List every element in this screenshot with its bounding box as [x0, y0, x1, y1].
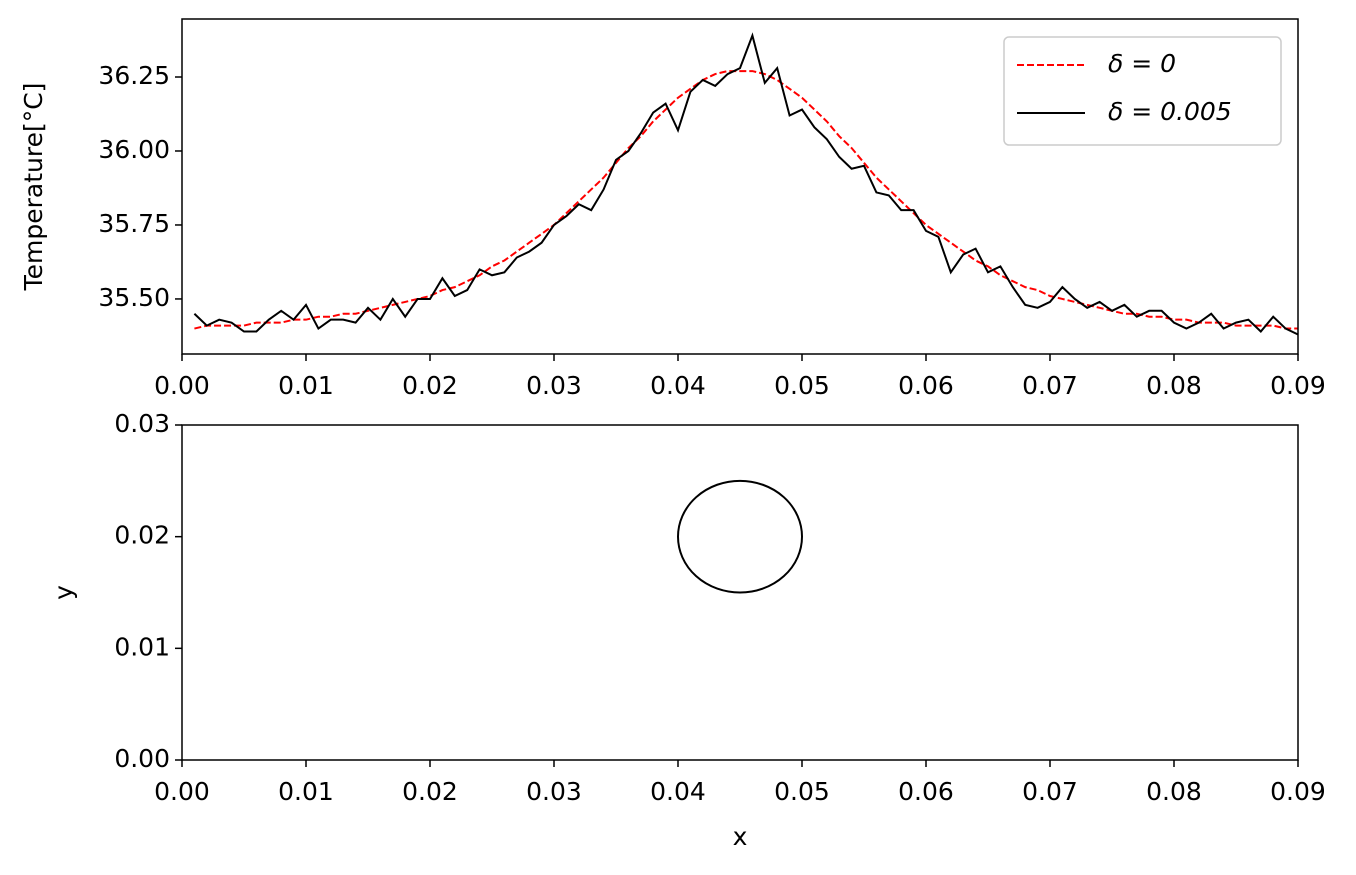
axes-frame — [181, 18, 1299, 355]
x-tick-label: 0.07 — [1022, 777, 1078, 806]
y-tick-label: 0.02 — [114, 521, 170, 550]
x-tick-label: 0.04 — [650, 777, 706, 806]
x-tick-label: 0.04 — [650, 371, 706, 400]
axes-frame — [181, 424, 1299, 761]
x-tick-label: 0.00 — [154, 777, 210, 806]
x-tick-label: 0.09 — [1270, 371, 1326, 400]
y-tick-label: 36.25 — [98, 61, 170, 90]
y-tick-label: 35.75 — [98, 209, 170, 238]
x-tick-label: 0.01 — [278, 777, 334, 806]
y-axis-label: y — [49, 585, 78, 600]
x-tick-label: 0.05 — [774, 371, 830, 400]
x-axis-label: x — [733, 822, 748, 851]
x-tick-label: 0.02 — [402, 777, 458, 806]
y-tick-label: 35.50 — [98, 283, 170, 312]
axes: 0.00 0.01 0.02 0.03 0.04 0.05 0.06 0.07 0.08 0.09… — [19, 18, 1326, 400]
y-tick-label: 36.00 — [98, 135, 170, 164]
x-tick-label: 0.09 — [1270, 777, 1326, 806]
x-tick-label: 0.06 — [898, 371, 954, 400]
y-axis-label: Temperature[°C] — [19, 83, 48, 292]
x-tick-label: 0.03 — [526, 371, 582, 400]
legend-label: δ = 0 — [1108, 49, 1176, 78]
legend: δ = 0 δ = 0.005 — [1003, 36, 1282, 146]
circle — [677, 479, 803, 594]
x-tick-label: 0.03 — [526, 777, 582, 806]
x-tick-label: 0.01 — [278, 371, 334, 400]
x-tick-label: 0.02 — [402, 371, 458, 400]
legend-label: δ = 0.005 — [1108, 97, 1232, 126]
x-tick-label: 0.06 — [898, 777, 954, 806]
x-tick-label: 0.08 — [1146, 371, 1202, 400]
x-tick-label: 0.05 — [774, 777, 830, 806]
data-line — [193, 32, 1299, 336]
y-tick-label: 0.01 — [114, 632, 170, 661]
x-tick-label: 0.00 — [154, 371, 210, 400]
data-line — [194, 70, 1298, 330]
y-tick-label: 0.00 — [114, 744, 170, 773]
y-tick-label: 0.03 — [114, 409, 170, 438]
x-tick-label: 0.07 — [1022, 371, 1078, 400]
axes: 0.00 0.01 0.02 0.03 0.04 0.05 0.06 0.07 0.08 0.09… — [49, 409, 1326, 851]
x-tick-label: 0.08 — [1146, 777, 1202, 806]
